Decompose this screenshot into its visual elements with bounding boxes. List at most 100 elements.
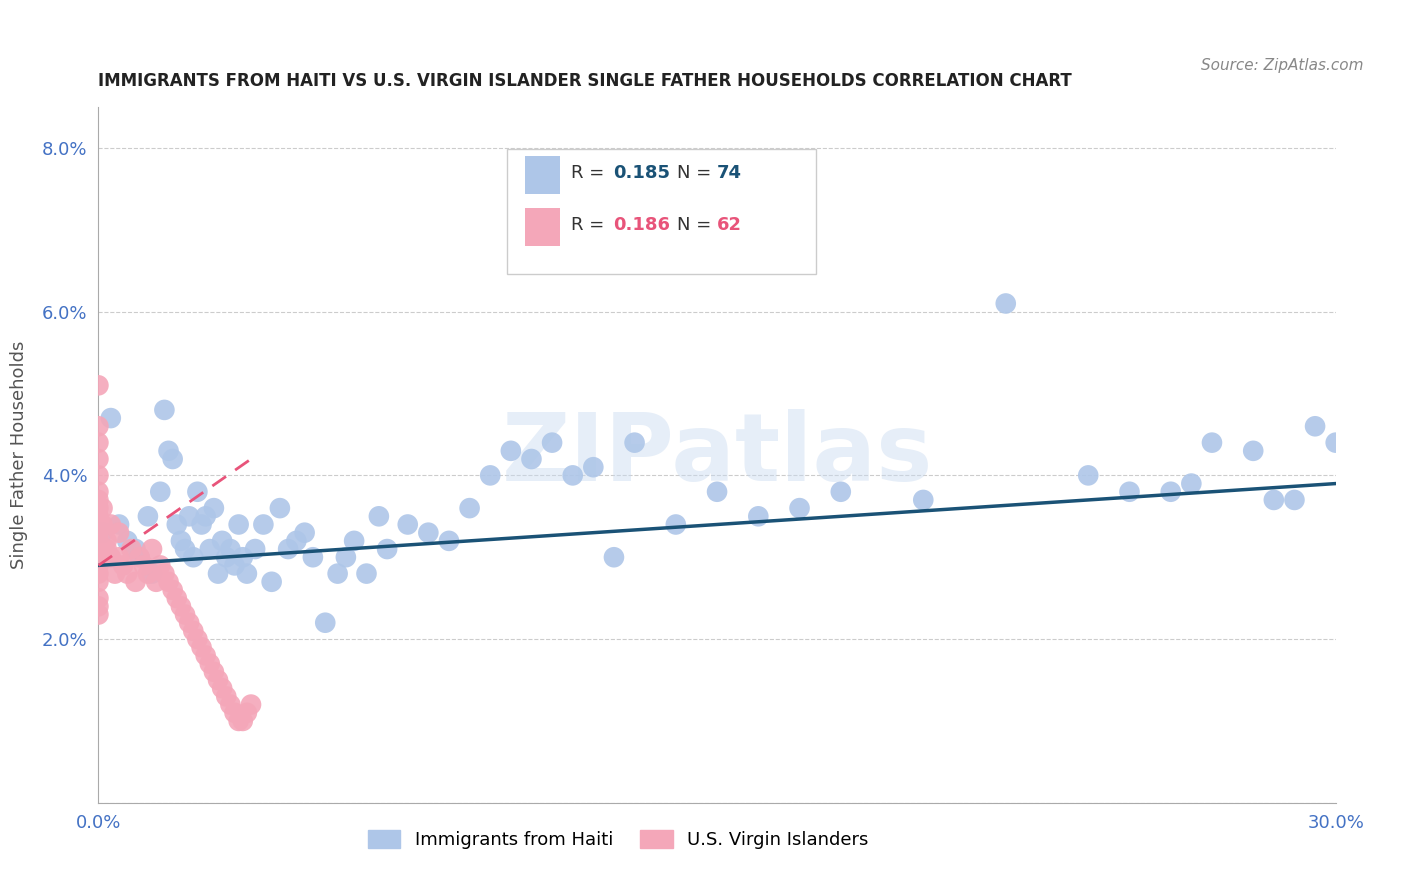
Point [157, 443, 180, 458]
Point [302, 550, 325, 565]
Point [665, 517, 688, 532]
Point [458, 501, 481, 516]
FancyBboxPatch shape [506, 149, 815, 274]
Text: R =: R = [571, 217, 610, 235]
Point [190, 517, 212, 532]
Text: ZIPatlas: ZIPatlas [502, 409, 932, 501]
Point [343, 533, 366, 548]
Point [1263, 492, 1285, 507]
Point [87, 468, 110, 483]
Point [87, 517, 110, 532]
Point [153, 566, 176, 581]
Point [224, 558, 246, 573]
Point [198, 542, 221, 557]
Point [541, 435, 564, 450]
Point [170, 599, 193, 614]
Point [437, 533, 460, 548]
Point [181, 624, 204, 638]
Point [202, 665, 225, 679]
Point [87, 558, 110, 573]
Point [285, 533, 308, 548]
Text: N =: N = [678, 217, 717, 235]
Point [603, 550, 626, 565]
Point [87, 533, 110, 548]
Point [198, 657, 221, 671]
Point [87, 550, 110, 565]
Point [100, 550, 122, 565]
Text: 0.186: 0.186 [613, 217, 671, 235]
Point [136, 509, 159, 524]
Point [87, 599, 110, 614]
Point [830, 484, 852, 499]
Point [87, 452, 110, 467]
Point [252, 517, 274, 532]
Point [166, 517, 188, 532]
Point [367, 509, 389, 524]
Point [87, 435, 110, 450]
Point [396, 517, 419, 532]
Point [87, 525, 110, 540]
Point [141, 566, 163, 581]
Point [128, 550, 150, 565]
Point [174, 542, 197, 557]
Point [335, 550, 357, 565]
Point [418, 525, 440, 540]
Point [157, 574, 180, 589]
Text: IMMIGRANTS FROM HAITI VS U.S. VIRGIN ISLANDER SINGLE FATHER HOUSEHOLDS CORRELATI: IMMIGRANTS FROM HAITI VS U.S. VIRGIN ISL… [98, 72, 1073, 90]
Point [87, 378, 110, 392]
Point [124, 542, 146, 557]
Point [87, 591, 110, 606]
Point [194, 648, 217, 663]
Point [186, 484, 208, 499]
Point [1180, 476, 1202, 491]
Legend: Immigrants from Haiti, U.S. Virgin Islanders: Immigrants from Haiti, U.S. Virgin Islan… [360, 822, 876, 856]
Point [117, 533, 139, 548]
Point [87, 607, 110, 622]
Point [260, 574, 283, 589]
Text: 74: 74 [717, 164, 742, 182]
Point [1201, 435, 1223, 450]
Point [149, 484, 172, 499]
Point [100, 517, 122, 532]
Point [211, 681, 233, 696]
Point [232, 550, 254, 565]
Text: Source: ZipAtlas.com: Source: ZipAtlas.com [1201, 58, 1364, 73]
Point [623, 435, 645, 450]
Point [219, 542, 242, 557]
Point [1118, 484, 1140, 499]
Point [582, 460, 605, 475]
Point [243, 542, 266, 557]
Point [162, 452, 184, 467]
Point [87, 492, 110, 507]
Point [479, 468, 502, 483]
Point [236, 566, 259, 581]
Point [228, 517, 250, 532]
Point [994, 296, 1017, 310]
Point [236, 706, 259, 720]
Point [215, 690, 238, 704]
Point [269, 501, 291, 516]
Point [706, 484, 728, 499]
FancyBboxPatch shape [526, 208, 560, 246]
Y-axis label: Single Father Households: Single Father Households [10, 341, 28, 569]
Point [91, 525, 114, 540]
Point [153, 403, 176, 417]
Point [561, 468, 583, 483]
Point [149, 558, 172, 573]
Point [232, 714, 254, 728]
Point [145, 574, 167, 589]
Text: 0.185: 0.185 [613, 164, 671, 182]
Point [87, 501, 110, 516]
Point [100, 411, 122, 425]
Point [194, 509, 217, 524]
Point [202, 501, 225, 516]
Point [375, 542, 398, 557]
Point [136, 566, 159, 581]
Point [240, 698, 263, 712]
Point [87, 419, 110, 434]
Point [104, 566, 127, 581]
Point [186, 632, 208, 646]
Point [141, 542, 163, 557]
Point [294, 525, 316, 540]
Point [117, 566, 139, 581]
